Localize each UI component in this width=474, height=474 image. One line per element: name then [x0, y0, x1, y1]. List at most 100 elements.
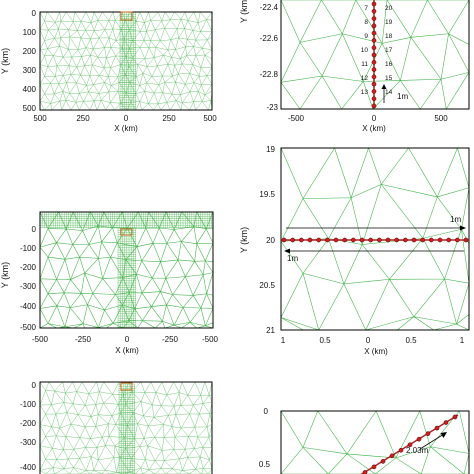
- scale-label: 2.03m: [406, 446, 429, 455]
- node-label: 19: [385, 19, 393, 26]
- y-tick-label: 400: [23, 85, 37, 94]
- y-axis-label: Y (km): [0, 48, 10, 74]
- node-label: 10: [361, 47, 369, 54]
- y-tick-label: -23: [266, 103, 278, 112]
- inset-box-c-left: [120, 382, 133, 391]
- y-tick-labels-c-right: 0 0.5: [259, 407, 271, 469]
- x-tick-label: 1: [281, 336, 286, 345]
- fault-node: [368, 237, 373, 243]
- panel-a-left: Y (km) 0 100 200 300 400 500 500 250 0 2…: [0, 9, 217, 133]
- fault-node: [380, 459, 386, 464]
- y-tick-label: 100: [23, 28, 37, 37]
- y-tick-labels-c-left: 0 -100 -200 -300 -400: [20, 381, 37, 472]
- fault-node: [307, 237, 313, 243]
- slip-arrow-bottom-b-right: [284, 248, 464, 254]
- fault-node: [371, 45, 377, 51]
- x-tick-label: 250: [76, 114, 90, 123]
- y-tick-label: 0: [264, 407, 269, 416]
- y-tick-label: 21: [266, 326, 275, 335]
- fault-node: [377, 237, 382, 243]
- x-axis-label: X (km): [362, 124, 386, 133]
- scale-label-top: 1m: [450, 215, 461, 224]
- fault-node: [371, 16, 377, 21]
- fault-node: [371, 1, 377, 7]
- y-tick-label: 19: [266, 145, 275, 154]
- fault-node: [403, 237, 408, 243]
- frame-a-right: [280, 0, 470, 110]
- x-axis-label: X (km): [114, 124, 138, 133]
- y-tick-label: -200: [20, 263, 37, 272]
- fault-node: [385, 237, 391, 243]
- x-tick-label: 0.5: [319, 336, 331, 345]
- fault-nodes-c-right: [362, 414, 458, 474]
- y-tick-label: 0: [32, 381, 37, 390]
- node-label: 11: [361, 61, 368, 68]
- fault-node: [371, 81, 377, 87]
- fault-node: [333, 237, 339, 243]
- node-label: 14: [385, 89, 393, 96]
- y-tick-label: -22.8: [260, 70, 279, 79]
- y-tick-label: 20: [266, 236, 275, 245]
- scale-label: 1m: [397, 92, 408, 101]
- fault-node: [371, 8, 377, 14]
- y-tick-label: 200: [23, 47, 37, 56]
- fault-line-c-right: [360, 414, 459, 474]
- fault-node: [371, 59, 377, 65]
- fault-node: [371, 103, 377, 109]
- node-label: 17: [385, 47, 393, 54]
- x-tick-label: 500: [434, 114, 448, 123]
- x-tick-labels-a-left: 500 250 0 250 500: [33, 114, 217, 123]
- y-tick-label: 500: [23, 104, 37, 113]
- x-axis-label: X (km): [364, 347, 388, 356]
- x-tick-label: -250: [75, 335, 92, 344]
- frame-c-left: [39, 381, 213, 474]
- inset-box-b-left: [120, 228, 133, 236]
- node-labels-right-a-right: 20 19 18 17 16 15 14: [385, 5, 393, 96]
- fault-node: [420, 237, 425, 243]
- y-tick-label: -300: [20, 282, 37, 291]
- fault-node: [299, 237, 304, 243]
- fault-node: [429, 237, 434, 243]
- y-tick-label: -100: [20, 400, 37, 409]
- fault-node: [325, 237, 330, 243]
- fault-node: [389, 453, 395, 459]
- y-tick-labels-a-left: 0 100 200 300 400 500: [23, 9, 37, 113]
- panel-b-right: 1m 1m Y (km) 19 19.5 20 20.5 21 1 0.5 0 …: [239, 145, 470, 356]
- fault-node: [371, 74, 377, 80]
- mesh-a-left: [39, 11, 213, 111]
- fault-node: [446, 237, 451, 243]
- y-tick-label: -22.4: [260, 3, 279, 12]
- node-label: 9: [364, 33, 368, 40]
- y-tick-label: -300: [20, 438, 37, 447]
- fault-node: [407, 442, 413, 448]
- fault-node: [281, 237, 287, 243]
- fault-node: [398, 447, 404, 453]
- fault-nodes-a-right: [371, 1, 377, 109]
- y-tick-label: 19.5: [259, 190, 275, 199]
- mesh-c-right: [280, 410, 470, 474]
- y-tick-label: 0: [32, 9, 37, 18]
- y-tick-label: 0: [32, 225, 37, 234]
- fault-node: [437, 237, 443, 243]
- frame-c-right: [280, 410, 470, 474]
- x-tick-label: -250: [162, 335, 179, 344]
- slip-arrow-a-right: [381, 84, 387, 103]
- x-tick-label: 1: [460, 336, 465, 345]
- y-axis-label: Y (km): [239, 227, 249, 253]
- y-tick-label: -400: [20, 463, 37, 472]
- fault-node: [452, 414, 458, 420]
- x-tick-label: -500: [288, 114, 305, 123]
- fault-node: [416, 436, 422, 442]
- y-axis-label: Y (km): [239, 0, 249, 23]
- node-label: 16: [385, 61, 393, 68]
- x-tick-label: 0: [125, 335, 130, 344]
- y-tick-label: -100: [20, 244, 37, 253]
- fault-node: [362, 470, 368, 474]
- fault-node: [371, 52, 377, 58]
- x-tick-label: -500: [32, 335, 49, 344]
- panel-a-right: 7 8 9 10 11 12 13 20 19 18 17 16 15 14 1…: [239, 0, 470, 133]
- y-tick-label: -400: [20, 302, 37, 311]
- y-tick-label: -200: [20, 419, 37, 428]
- refined-mesh-edges: [117, 227, 136, 328]
